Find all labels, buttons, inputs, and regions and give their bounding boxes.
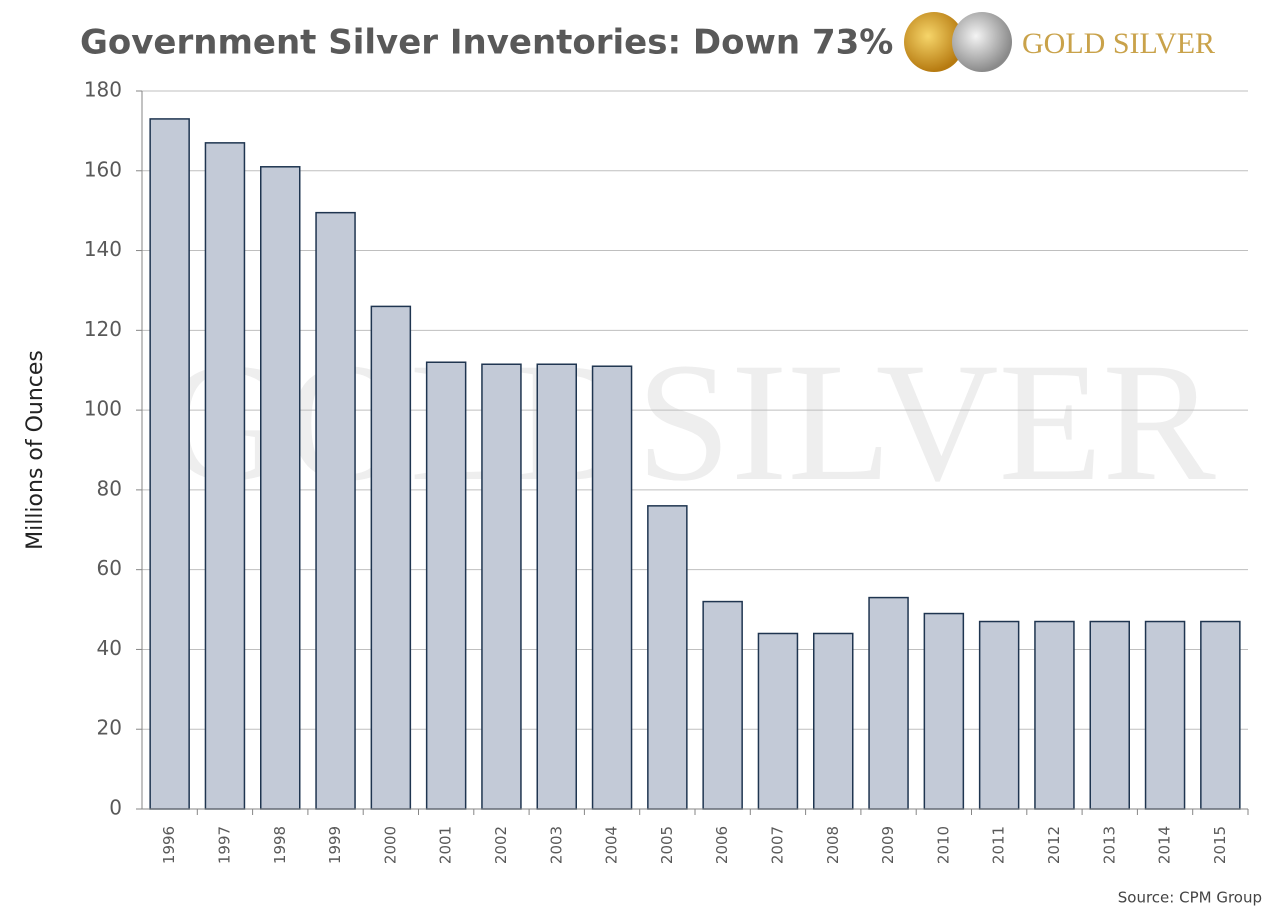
bar (536, 363, 577, 810)
bar (1089, 620, 1130, 810)
chart-title: Government Silver Inventories: Down 73% (80, 23, 893, 63)
bar (702, 600, 743, 810)
x-tick-label: 2012 (1045, 826, 1063, 864)
x-tick-label: 1999 (326, 826, 344, 864)
bar (260, 166, 301, 810)
y-tick-label: 80 (97, 476, 122, 500)
bar (425, 361, 467, 810)
bar (204, 142, 246, 810)
x-tick-label: 2015 (1211, 826, 1229, 864)
source: Source: CPM Group (1118, 889, 1262, 907)
x-tick-label: 1997 (215, 826, 233, 864)
x-tick-label: 2002 (492, 826, 510, 864)
bar (647, 505, 688, 810)
x-tick-label: 2004 (603, 826, 621, 864)
x-tick-label: 2014 (1156, 826, 1174, 864)
logo: GOLD SILVER (1022, 27, 1215, 60)
x-tick-label: 2001 (437, 826, 455, 864)
bar (591, 365, 633, 810)
y-tick-label: 180 (84, 78, 122, 102)
y-tick-label: 120 (84, 317, 122, 341)
x-tick-label: 2003 (547, 826, 565, 864)
bar (370, 305, 412, 810)
gold-coin (904, 12, 964, 72)
x-tick-label: 2009 (879, 826, 897, 864)
x-tick-label: 2010 (934, 826, 952, 864)
bar (923, 612, 965, 810)
y-axis-label: Millions of Ounces (23, 350, 48, 550)
silver-coin (952, 12, 1012, 72)
y-tick-label: 160 (84, 157, 122, 181)
y-tick-label: 20 (97, 716, 122, 740)
bar (481, 363, 522, 810)
y-tick-label: 100 (84, 397, 122, 421)
x-tick-label: 2008 (824, 826, 842, 864)
x-tick-label: 1996 (160, 826, 178, 864)
x-tick-label: 2000 (381, 826, 399, 864)
y-tick-label: 140 (84, 237, 122, 261)
y-tick-label: 0 (109, 796, 122, 820)
x-tick-label: 2007 (768, 826, 786, 864)
y-tick-label: 40 (97, 636, 122, 660)
x-tick-label: 2005 (658, 826, 676, 864)
x-tick-label: 1998 (271, 826, 289, 864)
bar (1200, 620, 1241, 810)
x-tick-label: 2011 (990, 826, 1008, 864)
bar (1144, 620, 1186, 810)
bar (1034, 620, 1075, 810)
bar (149, 118, 190, 810)
y-tick-label: 60 (97, 556, 122, 580)
bar (868, 596, 909, 810)
bar (813, 632, 854, 810)
x-tick-label: 2006 (713, 826, 731, 864)
bar (315, 211, 356, 810)
bar (978, 620, 1020, 810)
bar (757, 632, 799, 810)
x-tick-label: 2013 (1100, 826, 1118, 864)
